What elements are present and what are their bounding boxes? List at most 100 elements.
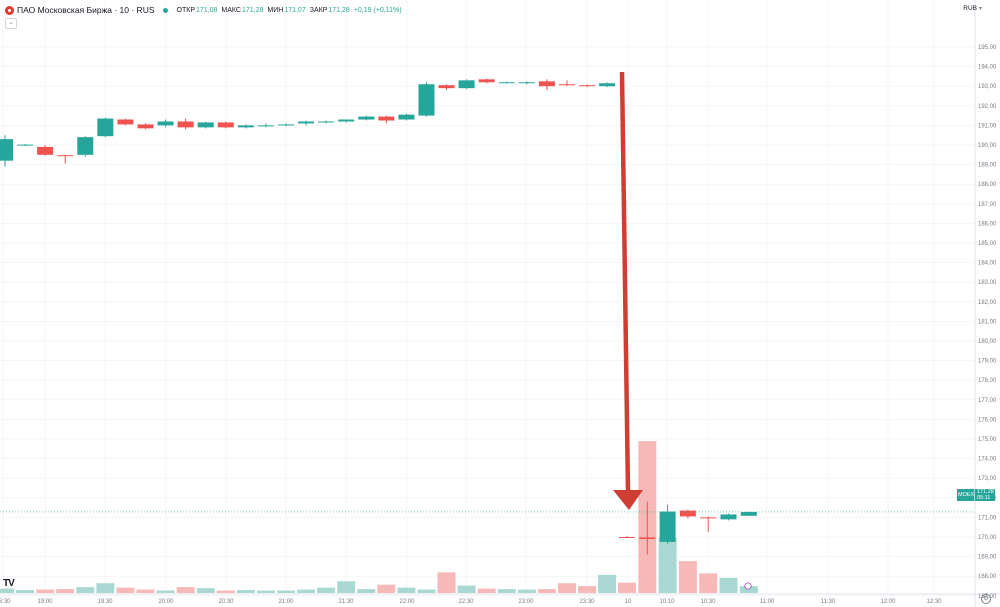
high-label: МАКС xyxy=(221,6,241,14)
volume-bars xyxy=(0,441,758,593)
volume-bar xyxy=(739,586,758,593)
x-tick-label: 19:30 xyxy=(97,599,113,605)
candle-body xyxy=(720,514,737,520)
x-tick-label: 18:30 xyxy=(0,599,11,605)
y-tick-label: 170,00 xyxy=(978,535,997,541)
volume-bar xyxy=(156,590,175,593)
low-label: МИН xyxy=(267,6,284,14)
close-value: 171,28 xyxy=(328,6,350,14)
volume-bar xyxy=(457,585,476,593)
high-value: 171,28 xyxy=(241,6,264,14)
symbol-title[interactable]: ПАО Московская Биржа · 10 · RUS xyxy=(17,5,155,15)
y-tick-label: 192,00 xyxy=(978,104,997,110)
candle-body xyxy=(478,79,495,83)
volume-bar xyxy=(678,561,697,593)
volume-bar xyxy=(699,573,718,593)
candle-body xyxy=(599,83,616,87)
volume-bar xyxy=(196,588,215,593)
candle-body xyxy=(257,125,274,127)
currency-selector[interactable]: RUB ▾ xyxy=(963,5,982,12)
x-tick-label: 20:00 xyxy=(158,599,174,605)
candle-body xyxy=(538,81,555,87)
candle-body xyxy=(458,80,475,89)
candle-body xyxy=(438,85,455,89)
candle-body xyxy=(418,84,435,116)
volume-bar xyxy=(176,587,195,593)
y-tick-label: 185,00 xyxy=(978,241,997,247)
x-tick-label: 23:00 xyxy=(518,599,534,605)
price-axis[interactable]: 195,00 194,00 193,00 192,00 191,00 190,00 189,… xyxy=(978,45,997,600)
volume-bar xyxy=(497,589,516,593)
volume-bar xyxy=(16,590,35,593)
x-tick-label: 12:00 xyxy=(880,599,896,605)
candle-body xyxy=(197,122,214,128)
candle-body xyxy=(498,82,515,84)
candle-body xyxy=(117,119,134,125)
time-axis[interactable]: 18:30 19:00 19:30 20:00 20:30 21:00 21:30 22:00… xyxy=(0,599,942,605)
candle-body xyxy=(298,121,315,124)
y-tick-label: 193,00 xyxy=(978,84,997,90)
exchange-label: MOEX xyxy=(958,492,975,498)
y-tick-label: 175,00 xyxy=(978,437,997,443)
x-tick-label: 22:00 xyxy=(399,599,415,605)
volume-bar xyxy=(397,587,416,593)
last-price-label: MOEX 171,28 05:11 xyxy=(957,489,995,501)
chevron-down-icon: ▾ xyxy=(978,6,982,12)
gear-icon[interactable]: ⚙ xyxy=(981,594,991,604)
y-tick-label: 176,00 xyxy=(978,417,997,423)
tradingview-logo-icon[interactable]: TV xyxy=(3,578,15,589)
volume-bar xyxy=(357,589,376,593)
volume-bar xyxy=(297,589,316,593)
volume-bar xyxy=(276,590,295,593)
y-tick-label: 171,00 xyxy=(978,515,997,521)
volume-bar xyxy=(537,589,556,593)
candle-body xyxy=(518,82,535,84)
y-tick-label: 177,00 xyxy=(978,398,997,404)
volume-bar xyxy=(116,587,135,593)
x-tick-label: 11:30 xyxy=(821,599,836,605)
y-tick-label: 173,00 xyxy=(978,476,997,482)
volume-bar xyxy=(437,572,456,593)
open-label: ОТКР xyxy=(176,6,195,14)
candle-body xyxy=(338,119,355,122)
collapse-legend-button[interactable]: ⌄ xyxy=(5,18,17,29)
candle-body xyxy=(639,537,656,539)
x-tick-label: 10:30 xyxy=(700,599,716,605)
candle-body xyxy=(358,116,375,120)
x-tick-label: 21:00 xyxy=(278,599,294,605)
volume-bar xyxy=(0,588,14,593)
volume-bar xyxy=(477,588,496,593)
y-tick-label: 169,00 xyxy=(978,555,997,561)
volume-bar xyxy=(96,583,115,593)
y-tick-label: 182,00 xyxy=(978,300,997,306)
volume-bar xyxy=(517,589,536,593)
candle-body xyxy=(659,511,676,542)
currency-label: RUB xyxy=(963,5,977,12)
bar-countdown: 05:11 xyxy=(977,495,991,501)
y-tick-label: 186,00 xyxy=(978,221,997,227)
candle-body xyxy=(558,84,575,86)
open-value: 171,08 xyxy=(195,6,218,14)
candle-body xyxy=(177,121,194,128)
candle-body xyxy=(17,144,34,146)
moex-logo-icon xyxy=(5,5,14,15)
x-tick-label: 20:30 xyxy=(218,599,234,605)
candle-body xyxy=(277,124,294,126)
y-tick-label: 191,00 xyxy=(978,123,997,129)
x-tick-label: 21:30 xyxy=(338,599,354,605)
x-tick-label: 22:30 xyxy=(458,599,474,605)
candle-body xyxy=(398,114,415,120)
x-tick-label: 11:00 xyxy=(760,599,775,605)
x-tick-label: 10 xyxy=(625,599,632,605)
candle-body xyxy=(579,85,596,87)
volume-bar xyxy=(618,582,636,593)
y-tick-label: 184,00 xyxy=(978,261,997,267)
event-marker-icon[interactable] xyxy=(744,582,752,590)
volume-bar xyxy=(76,587,95,593)
volume-bar xyxy=(578,586,597,593)
volume-bar xyxy=(337,581,356,593)
candle-body xyxy=(57,155,74,157)
volume-bar xyxy=(236,590,255,593)
y-tick-label: 179,00 xyxy=(978,359,997,365)
